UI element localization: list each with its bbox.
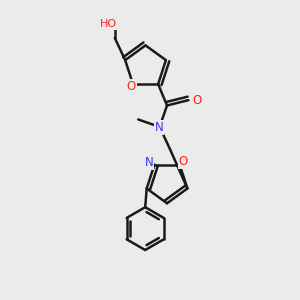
Text: HO: HO [100,20,117,29]
Text: O: O [127,80,136,93]
Text: N: N [145,156,154,169]
Text: O: O [192,94,201,106]
Text: N: N [154,121,164,134]
Text: O: O [178,155,188,168]
